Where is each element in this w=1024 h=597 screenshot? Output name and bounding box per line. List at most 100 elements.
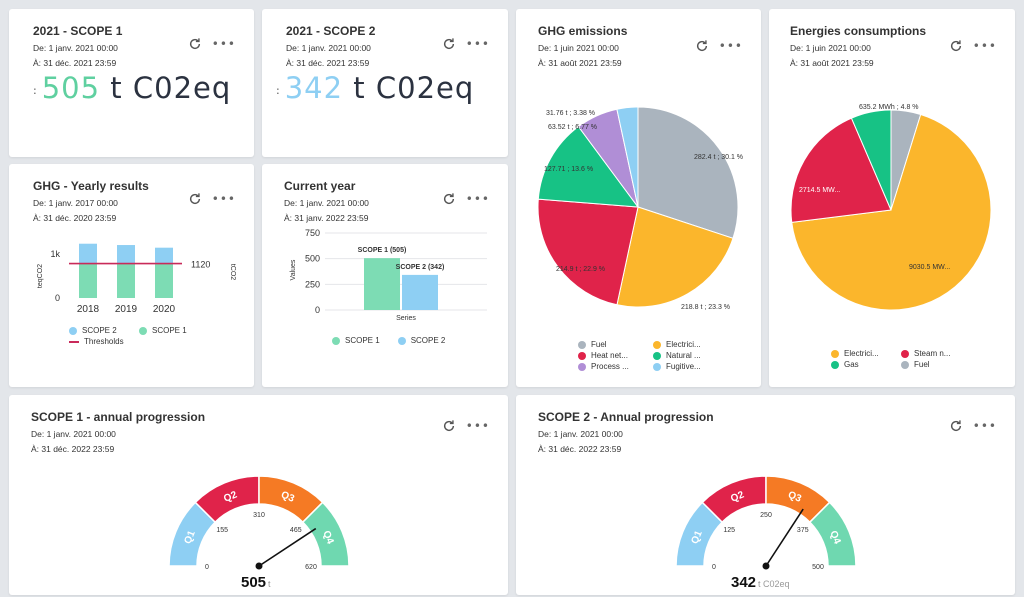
pie-slice[interactable]: [537, 125, 640, 208]
card-tools: •••: [695, 39, 743, 53]
pie-slice[interactable]: [637, 106, 739, 239]
card-ghg-yearly: GHG - Yearly results De: 1 janv. 2017 00…: [9, 164, 254, 387]
date-to: À: 31 déc. 2020 23:59: [33, 213, 117, 223]
date-from: De: 1 janv. 2021 00:00: [33, 43, 118, 53]
gauge-unit: t C02eq: [758, 579, 790, 589]
legend-item[interactable]: Process ...: [578, 361, 653, 372]
kpi-value: :505 t C02eq: [33, 71, 231, 105]
legend-label: Steam n...: [914, 349, 951, 358]
gauge-needle-hub: [255, 562, 263, 570]
kpi-unit: t C02eq: [353, 71, 475, 105]
legend-item[interactable]: SCOPE 1: [139, 325, 209, 336]
pie-slice[interactable]: [616, 106, 639, 208]
pie-slice[interactable]: [616, 206, 734, 308]
legend-item[interactable]: Fugitive...: [653, 361, 728, 372]
legend-swatch: [578, 362, 586, 371]
gauge-needle: [765, 508, 804, 567]
gauge-tick-label: 125: [723, 527, 735, 534]
card-tools: •••: [442, 192, 490, 206]
scope1-gauge: Q1 Q2 Q3 Q4 0 155 310 465 620: [168, 475, 350, 571]
pie-slice[interactable]: [537, 198, 639, 306]
yearly-legend: SCOPE 2 SCOPE 1 Thresholds: [69, 325, 219, 347]
pie-slice[interactable]: [850, 109, 892, 211]
more-options-icon[interactable]: •••: [465, 419, 490, 433]
refresh-icon[interactable]: [188, 192, 202, 206]
kpi-number: 342: [284, 71, 344, 105]
legend-item[interactable]: Steam n...: [901, 348, 971, 359]
legend-item[interactable]: SCOPE 1: [332, 335, 380, 346]
legend-item[interactable]: Heat net...: [578, 350, 653, 361]
legend-swatch: [653, 362, 661, 371]
legend-item[interactable]: SCOPE 2: [69, 325, 139, 336]
refresh-icon[interactable]: [442, 419, 456, 433]
gauge-quarter-label: Q3: [279, 490, 296, 505]
legend-item[interactable]: Fuel: [578, 339, 653, 350]
card-title: SCOPE 1 - annual progression: [31, 410, 206, 424]
refresh-icon[interactable]: [442, 37, 456, 51]
x-tick-label: 2018: [77, 304, 100, 315]
more-options-icon[interactable]: •••: [972, 39, 997, 53]
legend-item[interactable]: Gas: [831, 359, 901, 370]
bar-data-label: SCOPE 1 (505): [358, 247, 407, 254]
more-options-icon[interactable]: •••: [211, 192, 236, 206]
legend-item[interactable]: Electrici...: [653, 339, 728, 350]
card-title: Energies consumptions: [790, 24, 927, 38]
legend-item[interactable]: SCOPE 2: [397, 335, 445, 346]
card-tools: •••: [949, 39, 997, 53]
refresh-icon[interactable]: [949, 419, 963, 433]
gauge-tick-label: 0: [712, 564, 716, 571]
legend-item[interactable]: Electrici...: [831, 348, 901, 359]
legend-item[interactable]: Natural ...: [653, 350, 728, 361]
bar-scope2[interactable]: [155, 247, 173, 264]
refresh-icon[interactable]: [949, 39, 963, 53]
x-tick-label: 2019: [115, 304, 138, 315]
gauge-unit: t: [268, 579, 271, 589]
pie-slice[interactable]: [790, 117, 892, 223]
legend-swatch: [831, 360, 839, 369]
x-axis-label: Series: [396, 315, 416, 322]
x-tick-label: 2020: [153, 304, 176, 315]
card-title: Current year: [284, 179, 356, 193]
pie-slice-label: 63.52 t ; 6.77 %: [548, 124, 597, 131]
gauge-quarter-label: Q2: [729, 489, 746, 504]
card-tools: •••: [188, 192, 236, 206]
more-options-icon[interactable]: •••: [718, 39, 743, 53]
refresh-icon[interactable]: [442, 192, 456, 206]
bar-scope2[interactable]: [117, 245, 135, 264]
bar-scope1[interactable]: [364, 258, 400, 310]
y-tick-label: 250: [305, 279, 320, 289]
refresh-icon[interactable]: [695, 39, 709, 53]
card-energies: Energies consumptions De: 1 juin 2021 00…: [769, 9, 1015, 387]
refresh-icon[interactable]: [188, 37, 202, 51]
legend-swatch: [397, 336, 406, 345]
kpi-unit: t C02eq: [110, 71, 232, 105]
threshold-value-label: 1120: [191, 260, 210, 270]
card-tools: •••: [188, 37, 236, 51]
date-from: De: 1 janv. 2017 00:00: [33, 198, 118, 208]
bar-scope2[interactable]: [402, 274, 438, 310]
gauge-quarter-label: Q4: [827, 529, 842, 546]
bar-scope1[interactable]: [117, 263, 135, 298]
more-options-icon[interactable]: •••: [465, 192, 490, 206]
more-options-icon[interactable]: •••: [972, 419, 997, 433]
bar-scope2[interactable]: [79, 243, 97, 264]
more-options-icon[interactable]: •••: [465, 37, 490, 51]
legend-swatch: [578, 351, 586, 360]
more-options-icon[interactable]: •••: [211, 37, 236, 51]
gauge-needle: [258, 527, 317, 567]
y-axis-label: Values: [290, 259, 297, 280]
bar-scope1[interactable]: [155, 263, 173, 298]
legend-label: Electrici...: [666, 340, 701, 349]
pie-slice-label: 282.4 t ; 30.1 %: [694, 154, 743, 161]
date-from: De: 1 janv. 2021 00:00: [286, 43, 371, 53]
ghg-pie-chart: 282.4 t ; 30.1 % 218.8 t ; 23.3 % 214.9 t …: [537, 106, 743, 311]
gauge-value: 342: [731, 574, 757, 591]
bar-scope1[interactable]: [79, 263, 97, 298]
pie-slice[interactable]: [791, 113, 992, 311]
date-to: À: 31 janv. 2022 23:59: [284, 213, 369, 223]
kpi-prefix: :: [33, 83, 38, 97]
card-tools: •••: [949, 419, 997, 433]
legend-item[interactable]: Fuel: [901, 359, 971, 370]
card-ghg-emissions: GHG emissions De: 1 juin 2021 00:00 À: 3…: [516, 9, 761, 387]
legend-item[interactable]: Thresholds: [69, 336, 139, 347]
